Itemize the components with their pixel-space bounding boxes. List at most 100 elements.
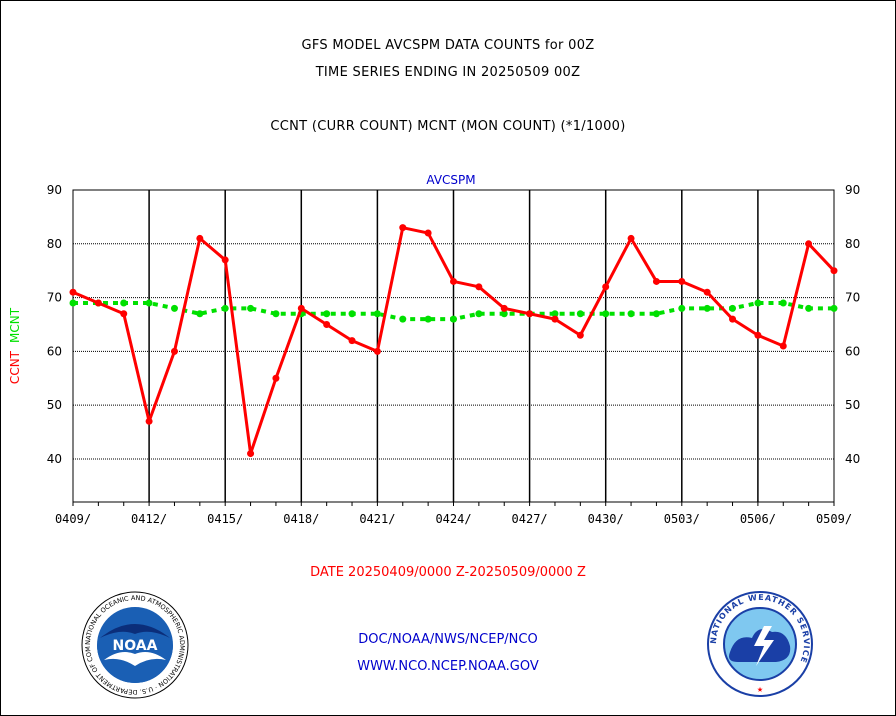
data-point-ccnt (729, 315, 737, 323)
series (69, 224, 838, 458)
y-tick-label-right: 50 (845, 398, 860, 412)
data-point-ccnt (576, 331, 584, 339)
nws-logo: NATIONAL WEATHER SERVICE ★ (707, 591, 813, 697)
chart-title-line1: GFS MODEL AVCSPM DATA COUNTS for 00Z (301, 38, 595, 53)
x-tick-label: 0412/ (131, 512, 167, 526)
x-tick-label: 0418/ (283, 512, 319, 526)
noaa-logo-text: NOAA (113, 638, 158, 654)
data-point-mcnt (323, 310, 331, 318)
credit-text: DOC/NOAA/NWS/NCEP/NCO (358, 632, 538, 647)
y-axis-label: CCNT MCNT (8, 307, 22, 384)
y-tick-label-left: 60 (47, 344, 62, 358)
date-range-label: DATE 20250409/0000 Z-20250509/0000 Z (310, 565, 586, 580)
data-point-ccnt (247, 450, 255, 458)
data-point-ccnt (221, 256, 229, 264)
x-tick-label: 0427/ (512, 512, 548, 526)
y-tick-label-left: 90 (47, 183, 62, 197)
data-point-ccnt (373, 347, 381, 355)
data-point-ccnt (652, 277, 660, 285)
data-point-ccnt (754, 331, 762, 339)
data-point-mcnt (500, 310, 508, 318)
data-point-mcnt (247, 304, 255, 312)
data-point-mcnt (450, 315, 457, 323)
y-tick-label-right: 70 (845, 291, 860, 305)
data-point-mcnt (602, 310, 610, 318)
data-point-ccnt (627, 234, 635, 242)
y-tick-label-left: 50 (47, 398, 62, 412)
data-point-ccnt (348, 337, 356, 345)
data-point-ccnt (526, 310, 534, 318)
data-point-mcnt (69, 299, 77, 307)
data-point-ccnt (170, 347, 178, 355)
data-point-mcnt (221, 304, 229, 312)
y-axis-label-mcnt: MCNT (8, 307, 22, 343)
data-point-mcnt (475, 310, 483, 318)
data-point-ccnt (602, 283, 610, 291)
x-tick-label: 0424/ (435, 512, 471, 526)
data-point-mcnt (272, 310, 280, 318)
x-tick-label: 0421/ (359, 512, 395, 526)
data-point-mcnt (754, 299, 762, 307)
data-point-mcnt (729, 304, 737, 312)
data-point-ccnt (424, 229, 432, 237)
panel-title: AVCSPM (426, 173, 475, 187)
y-tick-label-right: 40 (845, 452, 860, 466)
chart-subtitle: CCNT (CURR COUNT) MCNT (MON COUNT) (*1/1… (270, 119, 626, 134)
x-tick-label: 0409/ (55, 512, 91, 526)
y-tick-label-right: 80 (845, 237, 860, 251)
data-point-ccnt (69, 288, 77, 296)
x-tick-label: 0503/ (664, 512, 700, 526)
data-point-mcnt (678, 304, 686, 312)
y-axis-label-ccnt: CCNT (8, 350, 22, 384)
x-tick-label: 0509/ (816, 512, 852, 526)
star-icon: ★ (757, 684, 763, 695)
data-point-ccnt (475, 283, 483, 291)
data-point-ccnt (805, 240, 813, 248)
y-tick-label-left: 70 (47, 291, 62, 305)
data-point-mcnt (170, 304, 178, 312)
data-point-mcnt (424, 315, 432, 323)
data-point-ccnt (120, 310, 128, 318)
data-point-ccnt (779, 342, 787, 350)
data-point-ccnt (297, 304, 305, 312)
data-point-mcnt (120, 299, 128, 307)
data-point-ccnt (830, 267, 838, 275)
data-point-mcnt (779, 299, 787, 307)
x-tick-label: 0415/ (207, 512, 243, 526)
data-point-ccnt (450, 277, 457, 285)
data-point-ccnt (272, 374, 280, 382)
data-point-ccnt (399, 224, 407, 232)
x-tick-label: 0506/ (740, 512, 776, 526)
grid (73, 190, 834, 502)
data-point-ccnt (703, 288, 711, 296)
data-point-ccnt (196, 234, 204, 242)
data-point-mcnt (627, 310, 635, 318)
data-point-ccnt (551, 315, 559, 323)
data-point-mcnt (196, 310, 204, 318)
website-link[interactable]: WWW.NCO.NCEP.NOAA.GOV (357, 659, 539, 674)
chart-title-line2: TIME SERIES ENDING IN 20250509 00Z (315, 65, 581, 80)
y-tick-label-left: 80 (47, 237, 62, 251)
y-tick-label-right: 90 (845, 183, 860, 197)
data-point-mcnt (576, 310, 584, 318)
data-point-mcnt (145, 299, 153, 307)
x-tick-label: 0430/ (588, 512, 624, 526)
data-point-mcnt (551, 310, 559, 318)
data-point-mcnt (652, 310, 660, 318)
data-point-ccnt (94, 299, 102, 307)
data-point-mcnt (805, 304, 813, 312)
data-point-mcnt (703, 304, 711, 312)
data-point-mcnt (830, 304, 838, 312)
data-point-mcnt (373, 310, 381, 318)
data-point-ccnt (500, 304, 508, 312)
data-point-mcnt (348, 310, 356, 318)
noaa-logo: NOAA NATIONAL OCEANIC AND ATMOSPHERIC AD… (80, 590, 189, 699)
data-point-ccnt (145, 417, 153, 425)
y-tick-label-right: 60 (845, 344, 860, 358)
axis-ticks: 40 40 50 50 60 60 70 70 80 80 90 90 0409/0412/0415/0… (47, 183, 861, 526)
data-point-mcnt (399, 315, 407, 323)
y-tick-label-left: 40 (47, 452, 62, 466)
svg-text:CCNTMCNT: CCNT MCNT (8, 307, 22, 384)
data-point-ccnt (678, 277, 686, 285)
